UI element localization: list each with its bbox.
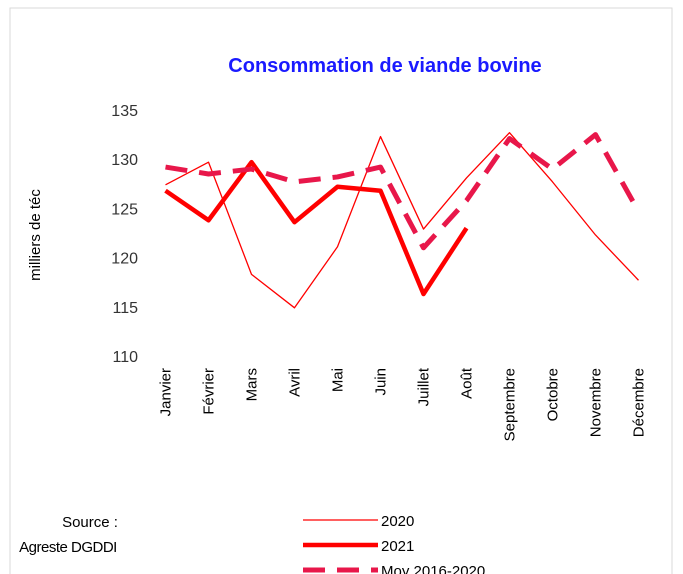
x-tick-label: Novembre <box>588 368 605 437</box>
y-tick-label: 120 <box>111 251 138 268</box>
x-tick-label: Juillet <box>416 367 433 406</box>
y-tick-label: 130 <box>111 152 138 169</box>
chart-border <box>9 7 673 574</box>
legend-label: 2021 <box>381 538 414 555</box>
y-tick-label: 110 <box>112 349 138 366</box>
source-text: Agreste DGDDI <box>19 539 117 556</box>
legend-label: 2020 <box>381 513 414 530</box>
series-line <box>165 131 639 309</box>
chart-title: Consommation de viande bovine <box>228 55 541 77</box>
source-label: Source : <box>62 514 118 531</box>
x-tick-label: Mai <box>330 368 347 392</box>
y-axis-label: milliers de téc <box>27 189 44 281</box>
x-tick-label: Août <box>459 367 476 399</box>
y-tick-label: 125 <box>111 201 138 218</box>
series-line <box>164 159 469 297</box>
x-tick-label: Septembre <box>502 368 519 441</box>
x-tick-label: Juin <box>373 368 390 396</box>
series-line <box>165 132 641 251</box>
x-tick-label: Avril <box>287 368 304 397</box>
x-tick-label: Décembre <box>631 368 648 437</box>
x-tick-label: Mars <box>244 368 261 401</box>
y-tick-label: 115 <box>112 300 138 317</box>
x-tick-label: Janvier <box>158 368 175 416</box>
x-tick-label: Février <box>201 368 218 415</box>
y-tick-label: 135 <box>111 103 138 120</box>
legend-label: Moy 2016-2020 <box>381 563 485 574</box>
x-tick-label: Octobre <box>545 368 562 421</box>
